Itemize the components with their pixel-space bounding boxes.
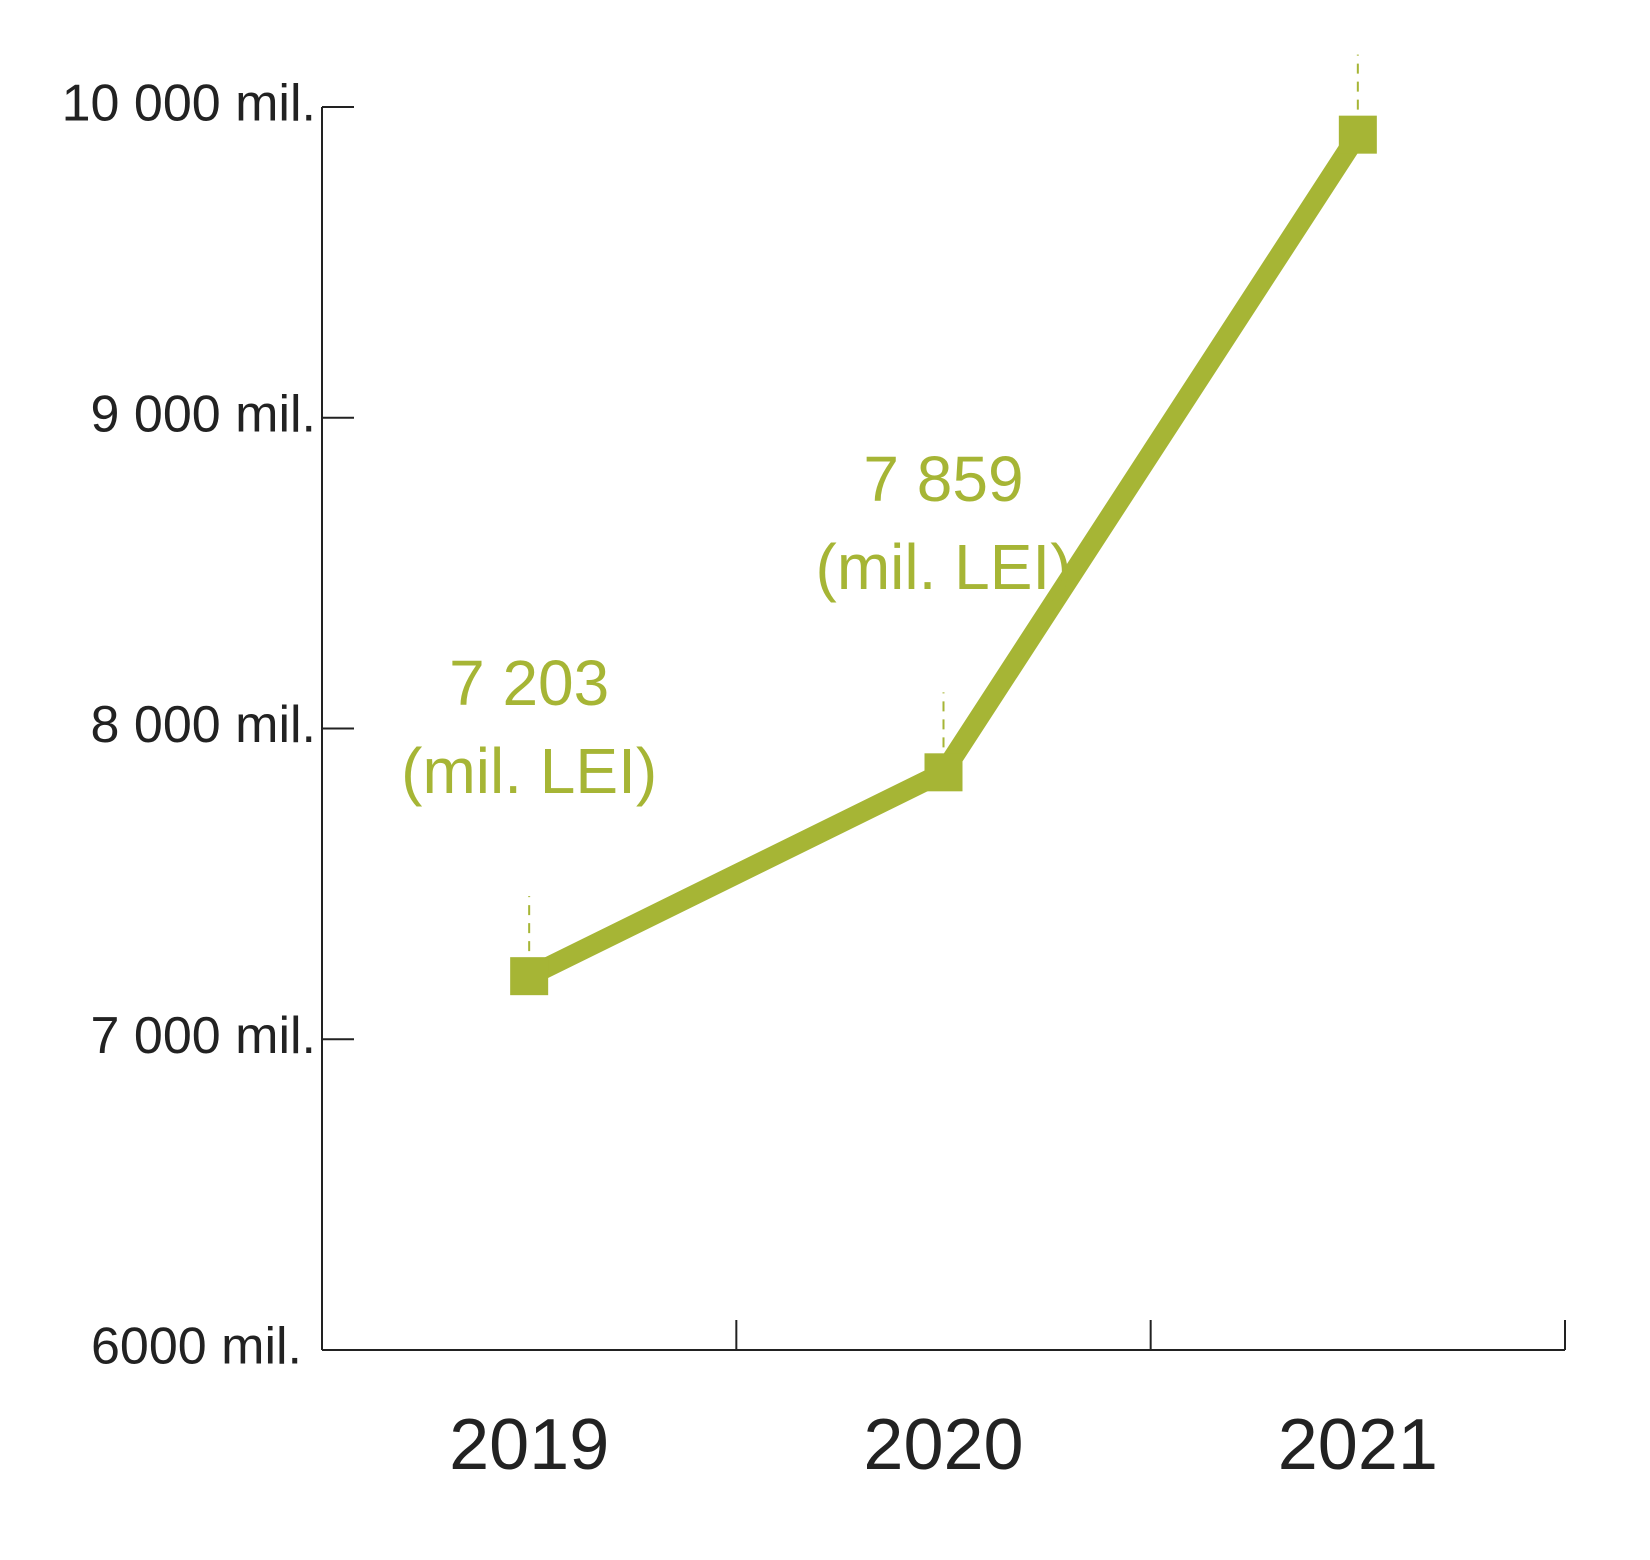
unit-label: (mil. LEI) [816, 531, 1072, 603]
value-label: 7 203 [449, 647, 609, 719]
y-tick-label: 9 000 mil. [91, 385, 316, 443]
value-label: 7 859 [863, 443, 1023, 515]
x-tick-label: 2019 [449, 1405, 609, 1485]
y-tick-label: 8 000 mil. [91, 696, 316, 754]
y-tick-label: 6000 mil. [91, 1318, 302, 1376]
y-tick-label: 7 000 mil. [91, 1007, 316, 1065]
point-marker [924, 753, 963, 792]
y-tick-label: 10 000 mil. [62, 75, 316, 133]
point-marker [1338, 115, 1377, 154]
x-tick-label: 2021 [1278, 1405, 1438, 1485]
x-tick-label: 2020 [863, 1405, 1023, 1485]
point-marker [510, 957, 549, 996]
unit-label: (mil. LEI) [401, 735, 657, 807]
